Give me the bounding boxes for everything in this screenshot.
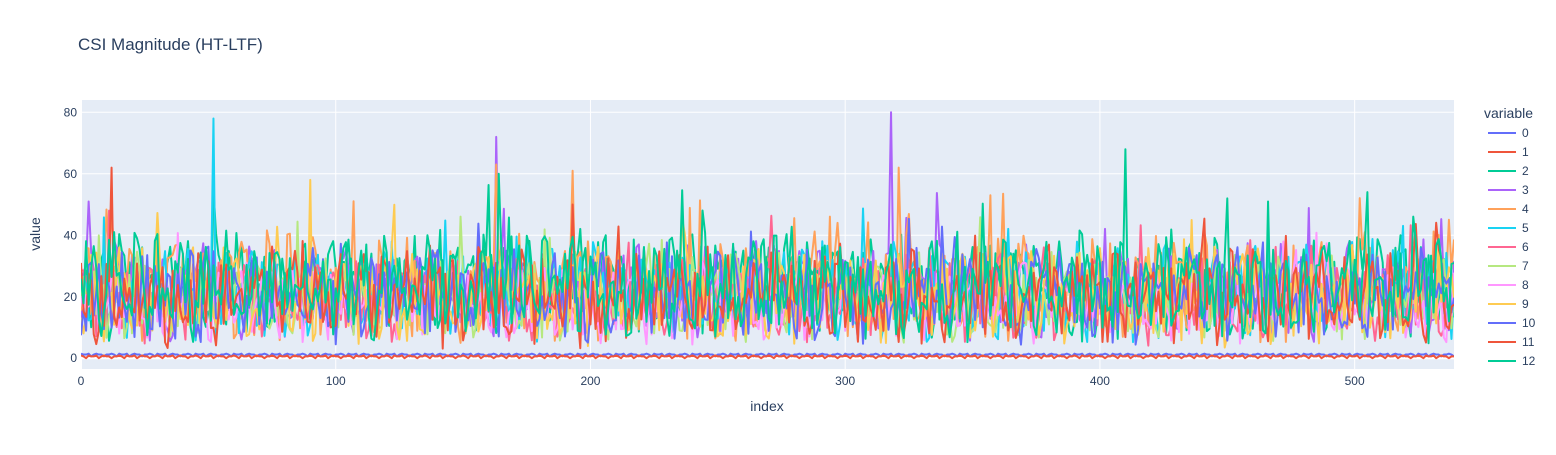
legend-label: 8 (1522, 278, 1529, 292)
legend-item-5[interactable]: 5 (1488, 221, 1529, 235)
legend-label: 3 (1522, 183, 1529, 197)
y-tick-label: 80 (64, 105, 78, 119)
legend-label: 11 (1522, 335, 1535, 349)
legend-label: 4 (1522, 202, 1529, 216)
y-tick-label: 20 (64, 290, 78, 304)
legend-label: 5 (1522, 221, 1529, 235)
legend-title: variable (1484, 105, 1533, 121)
legend-item-3[interactable]: 3 (1488, 183, 1529, 197)
legend-label: 0 (1522, 126, 1529, 140)
legend-item-12[interactable]: 12 (1488, 354, 1536, 368)
x-tick-label: 300 (835, 374, 855, 388)
x-tick-label: 200 (580, 374, 600, 388)
legend-item-1[interactable]: 1 (1488, 145, 1529, 159)
series-line-9[interactable] (81, 178, 1454, 349)
y-tick-label: 40 (64, 228, 78, 242)
y-tick-label: 60 (64, 167, 78, 181)
legend-item-2[interactable]: 2 (1488, 164, 1529, 178)
legend-label: 7 (1522, 259, 1529, 273)
series-line-10[interactable] (81, 217, 1454, 346)
legend-label: 12 (1522, 354, 1536, 368)
legend-item-9[interactable]: 9 (1488, 297, 1529, 311)
x-tick-label: 0 (78, 374, 85, 388)
y-tick-label: 0 (70, 351, 77, 365)
tick-labels: 0 20 40 60 80 0 100 200 300 400 500 (64, 105, 1365, 388)
chart-title: CSI Magnitude (HT-LTF) (78, 35, 263, 54)
x-tick-label: 500 (1345, 374, 1365, 388)
x-axis-title: index (750, 398, 783, 414)
legend-item-0[interactable]: 0 (1488, 126, 1529, 140)
legend-label: 2 (1522, 164, 1529, 178)
legend-item-7[interactable]: 7 (1488, 259, 1529, 273)
x-tick-label: 100 (326, 374, 346, 388)
legend-label: 1 (1522, 145, 1529, 159)
legend-item-11[interactable]: 11 (1488, 335, 1535, 349)
x-tick-label: 400 (1090, 374, 1110, 388)
series-line-12[interactable] (81, 172, 1454, 345)
legend-item-8[interactable]: 8 (1488, 278, 1529, 292)
legend-label: 9 (1522, 297, 1529, 311)
legend-item-4[interactable]: 4 (1488, 202, 1529, 216)
legend-label: 10 (1522, 316, 1536, 330)
series-line-1[interactable] (81, 354, 1454, 360)
legend-item-10[interactable]: 10 (1488, 316, 1536, 330)
y-axis-title: value (27, 217, 43, 251)
legend-label: 6 (1522, 240, 1529, 254)
legend-item-6[interactable]: 6 (1488, 240, 1529, 254)
series-lines (81, 111, 1454, 360)
